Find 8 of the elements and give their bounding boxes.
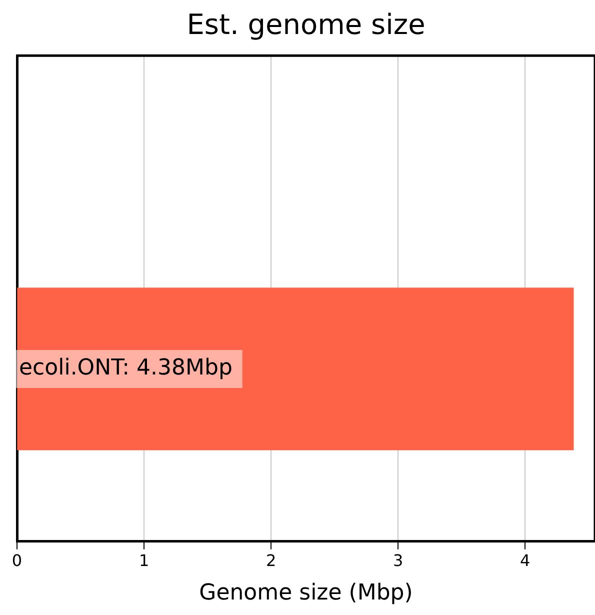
- x-tick-label: 3: [393, 551, 404, 570]
- x-tick-label: 1: [138, 551, 150, 570]
- x-tick-label: 0: [12, 551, 22, 570]
- x-tick-label: 2: [266, 551, 276, 570]
- x-axis-title: Genome size (Mbp): [199, 580, 413, 606]
- chart-title: Est. genome size: [186, 8, 426, 42]
- x-tick-label: 4: [520, 551, 530, 570]
- data-label: ecoli.ONT: 4.38Mbp: [19, 356, 232, 381]
